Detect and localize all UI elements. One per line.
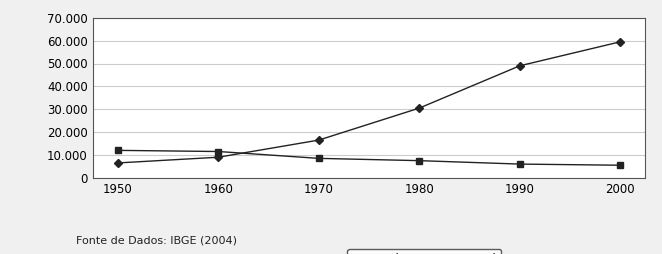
Legend: Urbana, Rural: Urbana, Rural [348, 249, 501, 254]
Text: Fonte de Dados: IBGE (2004): Fonte de Dados: IBGE (2004) [76, 236, 237, 246]
